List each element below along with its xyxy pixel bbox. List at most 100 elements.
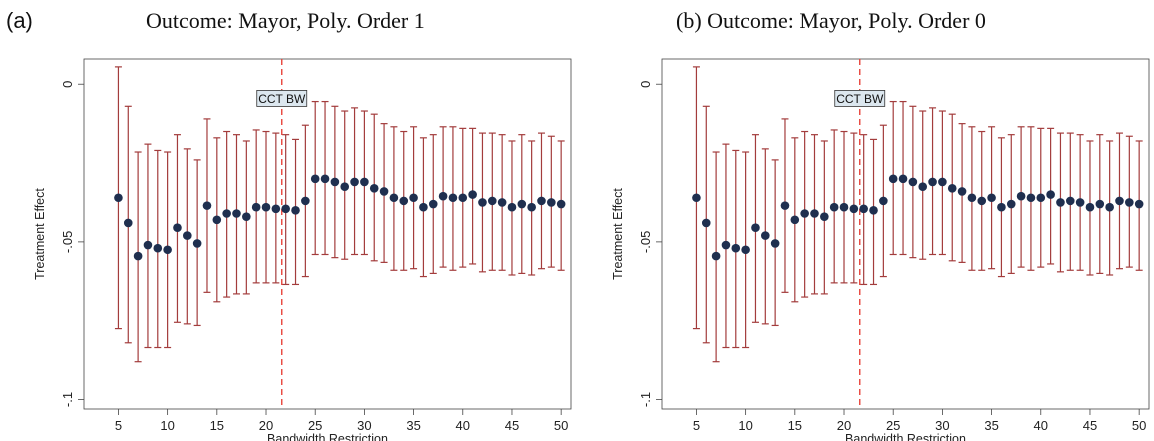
x-tick-label: 20 xyxy=(259,418,273,433)
data-point xyxy=(780,201,790,210)
y-tick-label: 0 xyxy=(60,81,75,88)
data-point xyxy=(800,209,809,218)
data-point xyxy=(839,202,849,212)
y-tick-label: -.1 xyxy=(638,392,653,407)
y-axis-label: Treatment Effect xyxy=(33,188,47,280)
data-point xyxy=(310,174,320,184)
data-point xyxy=(379,187,389,196)
data-point xyxy=(369,183,379,193)
data-point xyxy=(468,190,477,199)
data-point xyxy=(251,202,261,212)
data-point xyxy=(517,199,527,209)
data-point xyxy=(820,212,829,221)
x-tick-label: 15 xyxy=(210,418,224,433)
data-point xyxy=(898,174,908,184)
data-point xyxy=(202,201,212,210)
data-point xyxy=(271,204,281,214)
x-tick-label: 30 xyxy=(935,418,949,433)
cct-bw-label-box xyxy=(256,90,308,107)
data-point xyxy=(1016,191,1026,201)
data-point xyxy=(389,193,399,203)
data-point xyxy=(1085,202,1095,212)
y-tick-label: -.05 xyxy=(638,231,653,253)
data-point xyxy=(183,231,192,240)
data-point xyxy=(947,183,957,193)
x-tick-label: 10 xyxy=(738,418,752,433)
data-point xyxy=(291,206,300,215)
x-axis-label: Bandwidth Restriction xyxy=(845,432,966,441)
data-point xyxy=(761,231,770,240)
data-point xyxy=(977,196,987,206)
data-point xyxy=(711,251,721,261)
data-point xyxy=(360,177,369,187)
data-point xyxy=(409,193,418,203)
plot-frame xyxy=(661,58,1150,410)
data-point xyxy=(123,218,133,228)
data-point xyxy=(458,193,468,203)
x-tick-label: 45 xyxy=(1083,418,1097,433)
data-point xyxy=(879,196,888,206)
data-point xyxy=(928,177,937,187)
data-point xyxy=(770,239,780,248)
data-point xyxy=(419,202,428,212)
data-point xyxy=(741,245,750,255)
data-point xyxy=(497,198,507,207)
x-tick-label: 30 xyxy=(357,418,371,433)
data-point xyxy=(751,223,760,232)
data-point xyxy=(438,191,448,201)
data-point xyxy=(1095,199,1105,209)
y-tick-label: -.1 xyxy=(60,392,75,407)
data-point xyxy=(537,196,546,206)
data-point xyxy=(212,215,222,225)
x-tick-label: 10 xyxy=(160,418,174,433)
chart-panel-b: 0 -.05 -.1 5 10 15 20 25 30 35 40 45 50 Bandwidth Res… xyxy=(611,58,1150,441)
cct-bw-label: CCT BW xyxy=(836,92,884,106)
data-point xyxy=(790,215,800,225)
data-point xyxy=(987,193,996,203)
cct-bw-label: CCT BW xyxy=(258,92,306,106)
data-point xyxy=(232,209,241,218)
data-point xyxy=(1046,190,1055,199)
data-point xyxy=(281,204,290,214)
data-point xyxy=(1075,198,1085,207)
data-point xyxy=(731,243,741,253)
y-tick-label: 0 xyxy=(638,81,653,88)
data-point xyxy=(1125,198,1134,207)
data-point xyxy=(997,202,1006,212)
data-point xyxy=(242,212,251,221)
data-point xyxy=(938,177,947,187)
data-point xyxy=(701,218,711,228)
x-axis-label: Bandwidth Restriction xyxy=(267,432,388,441)
data-point xyxy=(1036,193,1046,203)
y-tick-label: -.05 xyxy=(60,231,75,253)
x-tick-label: 5 xyxy=(693,418,700,433)
data-point xyxy=(1115,196,1124,206)
data-point xyxy=(133,251,143,261)
x-tick-label: 35 xyxy=(984,418,998,433)
data-point xyxy=(114,193,123,203)
data-point xyxy=(869,206,878,215)
plot-frame xyxy=(83,58,572,410)
data-point xyxy=(810,209,819,218)
data-point xyxy=(487,196,497,206)
chart-panel-a: 0 -.05 -.1 5 10 15 20 25 30 35 40 45 50 Bandwidth Res… xyxy=(33,58,572,441)
data-point xyxy=(448,193,458,203)
data-point xyxy=(829,202,839,212)
x-tick-label: 20 xyxy=(837,418,851,433)
data-point xyxy=(908,177,918,187)
data-point xyxy=(330,177,340,187)
data-point xyxy=(320,174,330,184)
data-point xyxy=(507,202,517,212)
y-axis-label: Treatment Effect xyxy=(611,188,625,280)
data-point xyxy=(143,240,153,250)
data-point xyxy=(888,174,898,184)
data-point xyxy=(428,199,438,209)
data-point xyxy=(556,199,566,209)
x-tick-label: 15 xyxy=(788,418,802,433)
x-tick-label: 35 xyxy=(406,418,420,433)
x-tick-label: 40 xyxy=(1034,418,1048,433)
data-point xyxy=(222,209,231,218)
x-tick-label: 25 xyxy=(308,418,322,433)
data-point xyxy=(859,204,868,214)
x-tick-label: 50 xyxy=(1132,418,1146,433)
